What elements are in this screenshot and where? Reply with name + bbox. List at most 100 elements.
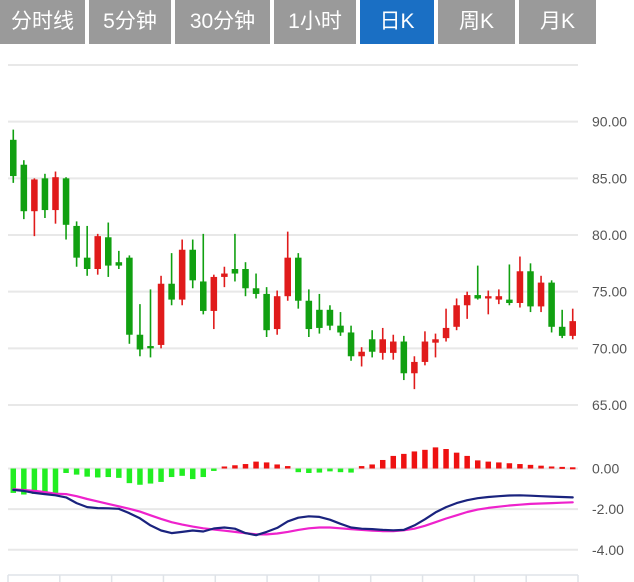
candle-body [337,325,344,333]
macd-histogram-bar [496,462,502,469]
macd-histogram-bar [116,468,122,478]
macd-dif-line [12,488,574,537]
candle-body [115,262,123,266]
macd-histogram-bar [242,464,249,469]
macd-axis-label: -2.00 [592,501,624,517]
candle-body [506,299,513,303]
candle-body [411,361,418,374]
candle-body [126,257,133,335]
macd-histogram-bar [443,449,449,469]
candle-body [305,300,313,330]
macd-histogram-bar [179,468,185,476]
macd-histogram-bar [379,459,386,469]
candle-body [284,257,291,297]
candle-body [516,271,524,303]
macd-histogram-bar [232,465,238,469]
macd-histogram-bar [147,468,154,484]
candle-body [263,293,270,331]
price-axis-label: 90.00 [592,114,627,130]
macd-histogram-bar [517,464,523,469]
candle-body [379,339,386,353]
macd-histogram-bar [52,468,59,496]
macd-histogram-bar [358,466,365,469]
price-axis-label: 75.00 [592,284,627,300]
macd-histogram-bar [506,463,513,469]
macd-histogram-bar [253,461,259,469]
candle-body [168,283,175,300]
chart-area: 90.00 85.00 80.00 75.00 70.00 65.00 0.00 -2.00 -… [0,46,634,582]
candle-body [558,326,566,336]
candle-body [421,341,429,362]
macd-histogram-bar [21,468,27,495]
candle-body [432,339,439,343]
candle-body [295,257,302,301]
tab-period-6[interactable]: 月K [519,0,596,44]
macd-histogram-bar [474,460,481,469]
period-tabbar: 分时线 5分钟 30分钟 1小时 日K 周K 月K [0,0,634,46]
macd-histogram-bar [84,468,90,477]
candle-body [485,296,492,299]
macd-histogram-bar [559,466,565,469]
macd-dea-line [12,488,574,536]
macd-histogram-bar [42,468,48,495]
macd-histogram-bar [94,468,101,478]
macd-histogram-bar [211,468,217,471]
candle-body [242,269,249,289]
macd-histogram-bar [337,468,344,473]
tab-period-3[interactable]: 1小时 [274,0,356,44]
candle-body [221,273,228,277]
candle-body [62,178,70,225]
candle-body [316,309,323,328]
candle-body [83,257,91,269]
macd-histogram-bar [158,468,164,482]
price-axis-label: 80.00 [592,227,627,243]
macd-histogram-bar [485,461,492,469]
macd-histogram-bar [126,468,133,484]
macd-histogram-bar [464,455,470,469]
candle-body [41,178,49,211]
candle-body [537,282,545,307]
candle-body [189,249,196,281]
tab-period-1[interactable]: 5分钟 [89,0,171,44]
macd-histogram-bar [263,462,270,469]
macd-histogram-bar [538,465,544,469]
macd-axis-label: 0.00 [592,461,619,477]
tab-period-0[interactable]: 分时线 [0,0,85,44]
candle-body [495,296,503,300]
macd-histogram-bar [422,449,428,469]
candle-body [358,351,365,357]
macd-histogram-bar [221,466,228,469]
candle-body [178,249,186,300]
macd-histogram-bar [274,464,280,469]
candle-body [347,332,355,357]
candle-body [390,341,397,353]
macd-histogram-bar [411,451,418,469]
macd-histogram-bar [316,468,323,473]
macd-histogram-bar [284,466,291,469]
macd-histogram-bar [168,468,175,478]
tab-period-5[interactable]: 周K [438,0,515,44]
macd-histogram-bar [453,452,460,469]
macd-histogram-bar [390,455,397,469]
candle-body [252,288,260,294]
candle-body [136,334,144,350]
macd-histogram-bar [569,467,576,470]
candle-body [326,309,334,326]
candle-body [453,305,460,327]
candle-body [105,237,112,266]
macd-histogram-bar [369,464,375,469]
candle-body [548,282,555,327]
tab-period-2[interactable]: 30分钟 [175,0,270,44]
macd-histogram-bar [105,468,112,478]
candle-body [210,276,218,311]
candle-body [73,225,80,258]
macd-histogram-bar [348,468,354,473]
candle-body [231,269,239,274]
candle-body [463,295,471,306]
candle-body [94,236,101,269]
candle-body [527,271,534,307]
tab-period-4[interactable]: 日K [360,0,434,44]
candle-body [10,139,17,177]
macd-histogram-bar [327,468,333,472]
